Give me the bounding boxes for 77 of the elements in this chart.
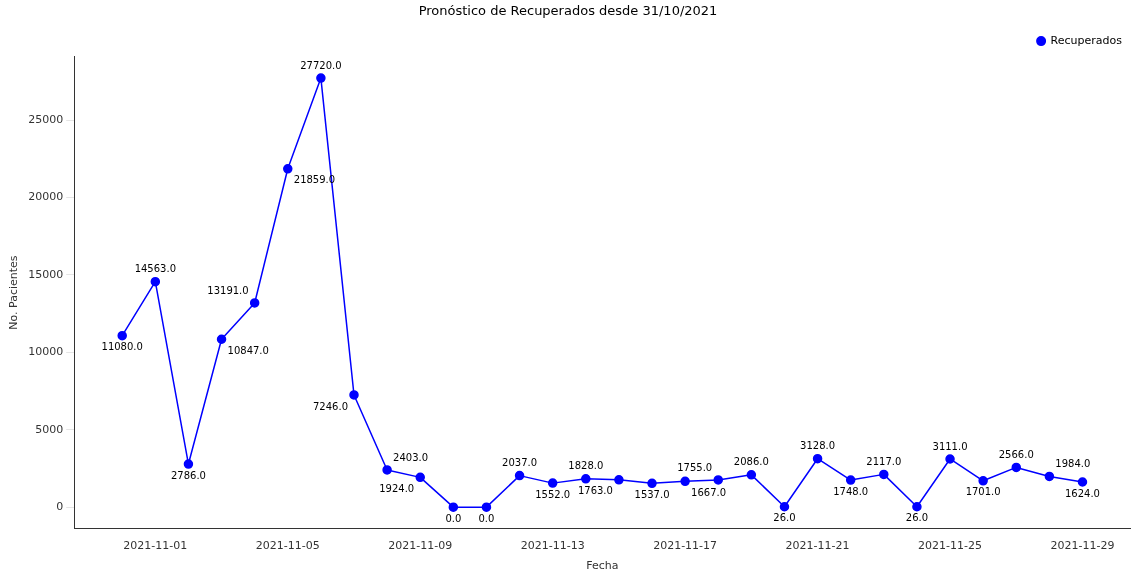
data-label: 2117.0 — [866, 455, 902, 467]
data-label: 13191.0 — [207, 284, 249, 296]
legend-label: Recuperados — [1050, 33, 1123, 47]
point — [779, 501, 790, 512]
y-tick-label: 5000 — [35, 422, 64, 436]
data-label: 2566.0 — [998, 449, 1034, 461]
x-tick-label: 2021-11-17 — [653, 539, 718, 553]
data-label: 1748.0 — [833, 485, 869, 497]
data-label: 27720.0 — [300, 59, 342, 71]
point — [680, 476, 690, 487]
data-label: 1552.0 — [535, 488, 571, 500]
data-label: 14563.0 — [134, 263, 176, 275]
y-tick-label: 20000 — [28, 190, 64, 204]
data-label: 1984.0 — [1055, 458, 1091, 470]
point — [283, 164, 293, 174]
data-label: 1763.0 — [577, 485, 613, 497]
x-tick-label: 2021-11-09 — [388, 539, 453, 553]
point — [581, 474, 591, 484]
point — [382, 465, 392, 475]
data-label: 1667.0 — [691, 486, 727, 498]
point — [481, 502, 492, 512]
point — [912, 501, 922, 512]
data-label: 1924.0 — [379, 482, 415, 494]
point — [647, 478, 657, 489]
point — [448, 502, 459, 512]
point — [945, 454, 955, 464]
point — [1077, 477, 1088, 487]
point — [316, 73, 326, 83]
data-label: 7246.0 — [313, 400, 348, 412]
data-label: 26.0 — [773, 512, 796, 524]
y-tick-label: 25000 — [28, 113, 64, 127]
point — [547, 478, 558, 488]
x-axis-title: Fecha — [586, 559, 619, 573]
x-tick-label: 2021-11-01 — [123, 539, 188, 553]
point — [614, 475, 624, 485]
x-tick-label: 2021-11-21 — [785, 539, 850, 553]
data-label: 0.0 — [478, 512, 495, 524]
point — [183, 459, 194, 469]
data-label: 0.0 — [445, 512, 462, 524]
x-tick-label: 2021-11-13 — [520, 539, 585, 553]
x-tick-label: 2021-11-25 — [918, 539, 982, 553]
point — [1044, 471, 1055, 482]
point — [746, 470, 757, 480]
point — [249, 298, 260, 308]
data-label: 2403.0 — [393, 451, 429, 463]
data-label: 1828.0 — [568, 460, 604, 472]
point — [216, 334, 227, 344]
y-tick-label: 10000 — [28, 345, 64, 359]
data-label: 2086.0 — [733, 456, 769, 468]
data-label: 3128.0 — [800, 440, 836, 452]
point — [879, 469, 889, 480]
x-tick-label: 2021-11-29 — [1050, 539, 1115, 553]
point — [514, 470, 525, 481]
data-label: 2037.0 — [502, 457, 538, 469]
data-label: 2786.0 — [170, 469, 206, 481]
point — [713, 475, 723, 485]
y-tick-label: 0 — [56, 500, 64, 513]
data-label: 1701.0 — [965, 486, 1001, 498]
data-label: 1624.0 — [1064, 487, 1100, 499]
point — [117, 330, 127, 341]
point — [1011, 462, 1022, 473]
data-label: 26.0 — [905, 512, 929, 524]
point — [150, 276, 161, 287]
data-label: 1537.0 — [634, 488, 670, 500]
point — [415, 472, 425, 483]
point — [349, 390, 359, 400]
x-tick-label: 2021-11-05 — [255, 539, 320, 553]
data-label: 1755.0 — [677, 461, 713, 473]
point — [978, 476, 988, 486]
point — [845, 475, 856, 485]
point — [812, 453, 823, 464]
data-label: 3111.0 — [932, 440, 968, 452]
y-axis-title: No. Pacientes — [7, 255, 21, 330]
chart-title: Pronóstico de Recuperados desde 31/10/2021 — [418, 3, 718, 19]
data-label: 10847.0 — [227, 344, 269, 356]
y-tick-label: 15000 — [28, 267, 64, 281]
data-label: 11080.0 — [101, 341, 143, 353]
